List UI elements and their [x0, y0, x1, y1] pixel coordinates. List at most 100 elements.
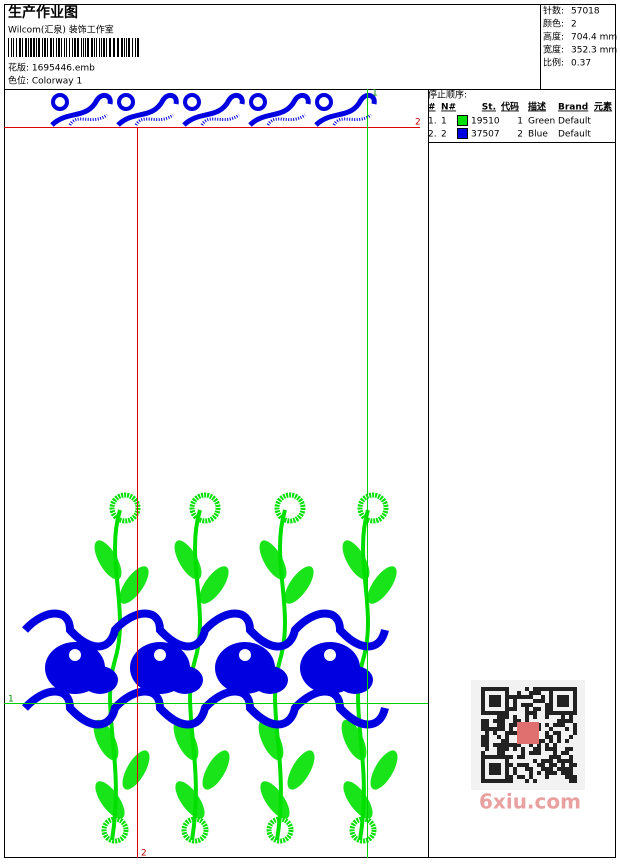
leaf [94, 540, 122, 580]
qr-module [573, 775, 577, 779]
qr-module [541, 699, 545, 703]
qr-module [493, 687, 497, 691]
embroidery-preview [22, 92, 398, 844]
qr-module [549, 739, 553, 743]
qr-module [549, 747, 553, 751]
qr-module [549, 755, 553, 759]
qr-module [485, 719, 489, 723]
flower-center [154, 649, 166, 661]
leaf [287, 750, 315, 790]
qr-module [481, 759, 485, 763]
qr-module [549, 699, 553, 703]
qr-module [509, 775, 513, 779]
qr-module [485, 743, 489, 747]
qr-module [493, 699, 497, 703]
qr-module [533, 687, 537, 691]
qr-module [485, 731, 489, 735]
bar [50, 38, 52, 57]
qr-module [501, 711, 505, 715]
qr-module [549, 691, 553, 695]
qr-module [493, 763, 497, 767]
bar [85, 38, 86, 57]
guide-label: 2 [415, 118, 421, 128]
bar [33, 38, 35, 57]
qr-module [489, 711, 493, 715]
vine-curl [349, 816, 377, 844]
scroll [134, 113, 174, 126]
bar [106, 38, 107, 57]
bar [99, 38, 100, 57]
qr-module [493, 731, 497, 735]
qr-module [493, 767, 497, 771]
qr-module [565, 767, 569, 771]
qr-module [569, 719, 573, 723]
qr-module [481, 743, 485, 747]
leaf [259, 540, 287, 580]
vine-curl [274, 492, 306, 524]
qr-module [541, 687, 545, 691]
qr-module [541, 767, 545, 771]
qr-module [509, 731, 513, 735]
qr-module [553, 763, 557, 767]
flower [337, 666, 373, 694]
leaf [175, 781, 205, 819]
qr-module [541, 759, 545, 763]
bar [22, 38, 23, 57]
stitches: 19510 [471, 117, 500, 127]
qr-module [513, 715, 517, 719]
qr-module [493, 711, 497, 715]
qr-module [557, 735, 561, 739]
qr-module [513, 747, 517, 751]
qr-module [537, 687, 541, 691]
qr-module [525, 779, 529, 783]
qr-module [481, 691, 485, 695]
qr-module [529, 695, 533, 699]
bar [103, 38, 105, 57]
bar [109, 38, 111, 57]
qr-module [505, 699, 509, 703]
vine-curl [189, 492, 221, 524]
qr-module [549, 759, 553, 763]
qr-module [529, 767, 533, 771]
leaf [370, 750, 398, 790]
qr-module [513, 699, 517, 703]
qr-module [509, 763, 513, 767]
qr-module [505, 687, 509, 691]
qr-module [561, 699, 565, 703]
qr-module [513, 731, 517, 735]
qr-module [533, 779, 537, 783]
qr-module [481, 711, 485, 715]
qr-module [501, 751, 505, 755]
qr-module [545, 723, 549, 727]
qr-module [573, 687, 577, 691]
qr-module [557, 759, 561, 763]
qr-module [505, 715, 509, 719]
qr-module [557, 711, 561, 715]
qr-module [573, 723, 577, 727]
qr-module [501, 779, 505, 783]
qr-module [489, 755, 493, 759]
scroll [68, 113, 108, 126]
qr-module [481, 735, 485, 739]
qr-module [533, 751, 537, 755]
bar [96, 38, 97, 57]
scroll [249, 93, 267, 111]
qr-module [481, 771, 485, 775]
bar [83, 38, 84, 57]
qr-module [545, 687, 549, 691]
qr-module [489, 687, 493, 691]
bar [72, 38, 73, 57]
qr-module [517, 743, 521, 747]
qr-module [485, 723, 489, 727]
qr-module [561, 723, 565, 727]
bar [132, 38, 133, 57]
bar [113, 38, 115, 57]
qr-module [481, 707, 485, 711]
flower [82, 666, 118, 694]
description: Blue [528, 130, 548, 140]
qr-module [537, 771, 541, 775]
flower [167, 666, 203, 694]
qr-module [493, 771, 497, 775]
qr-module [525, 687, 529, 691]
qr-module [553, 723, 557, 727]
